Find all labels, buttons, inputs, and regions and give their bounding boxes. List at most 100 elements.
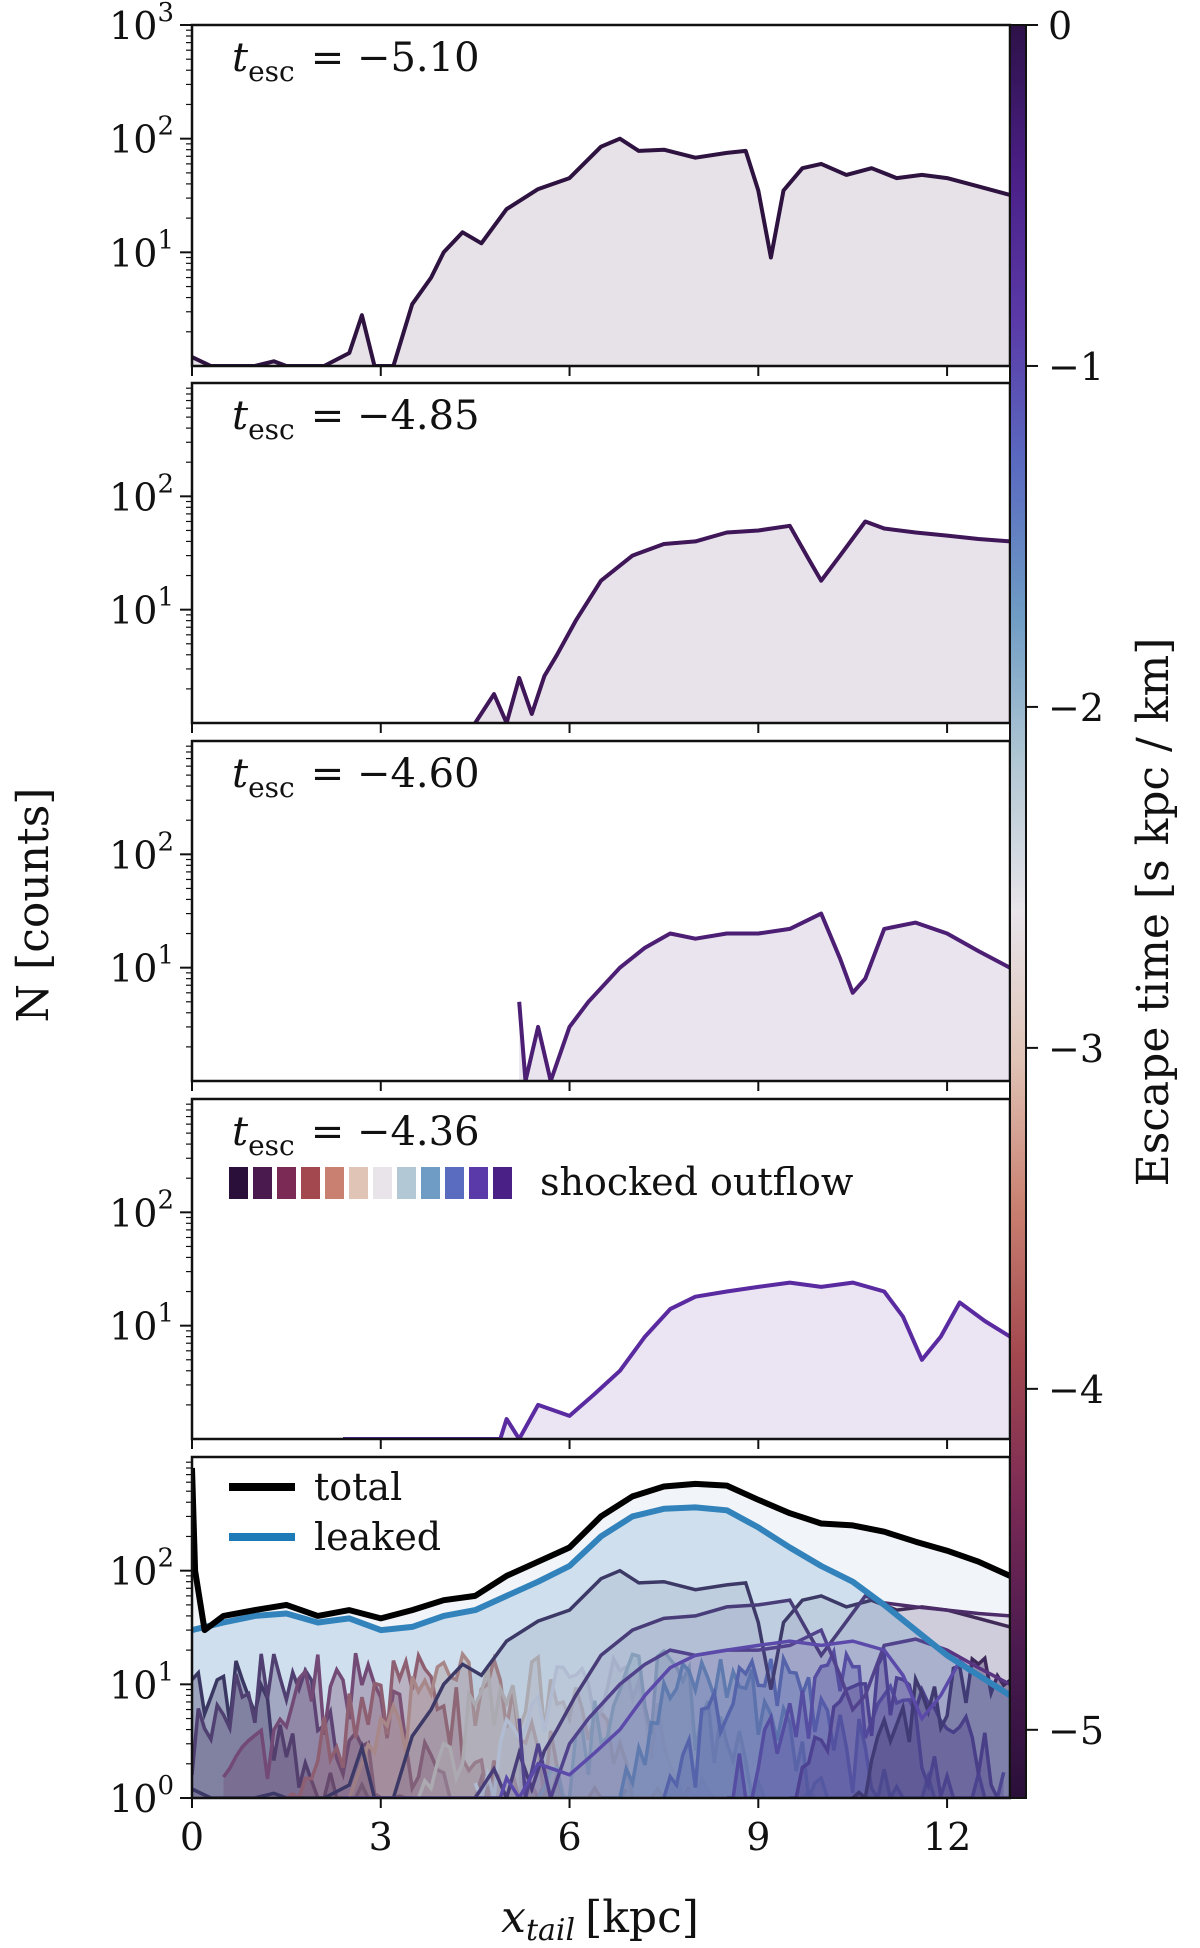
- component-line-8: [601, 1656, 878, 1798]
- bottom-xtick-label-3: 9: [746, 1815, 770, 1859]
- legend-label-leaked: leaked: [314, 1515, 441, 1559]
- series-line-total: [192, 1467, 1010, 1634]
- panel-0-ytick-exp-2: 1: [157, 225, 174, 255]
- component-line-10: [726, 1645, 1006, 1798]
- component-line-12: [851, 1654, 1010, 1798]
- component-area-12: [852, 1658, 1010, 1798]
- colorbar: 0 −1 −2 −3 −4 −5 Escape time [s kpc / km]: [1009, 4, 1179, 1799]
- panel-0-ytick-exp-0: 3: [157, 0, 174, 28]
- component-line-1: [192, 1653, 432, 1798]
- bottom-xtick-label-1: 3: [369, 1815, 393, 1859]
- panel-2-ytick-exp-0: 2: [157, 827, 174, 857]
- panel-0-ytick-label-2: 101: [109, 225, 174, 275]
- shocked-outflow-swatch-11: [493, 1167, 512, 1199]
- bottom-ytick-base-1: 10: [109, 1663, 157, 1707]
- tesc-value: = −4.60: [311, 751, 480, 797]
- panel-2-ytick-base-0: 10: [109, 833, 157, 877]
- shocked-outflow-swatch-8: [421, 1167, 440, 1199]
- panel-3-tesc-label: tesc = −4.36: [232, 1109, 480, 1162]
- panel-0-ytick-exp-1: 2: [157, 112, 174, 142]
- colorbar-tick-label-4: −4: [1048, 1368, 1104, 1412]
- bottom-ytick-base-0: 10: [109, 1550, 157, 1594]
- component-area-2: [223, 1653, 501, 1798]
- panel-3-ytick-exp-0: 2: [157, 1185, 174, 1215]
- component-line-7: [536, 1648, 817, 1798]
- panel-1-tesc-label: tesc = −4.85: [232, 393, 480, 446]
- panel-3-ytick-base-1: 10: [109, 1305, 157, 1349]
- tesc-symbol: t: [232, 1109, 249, 1155]
- panel-2-ytick-label-1: 101: [109, 941, 174, 991]
- bottom-ytick-base-2: 10: [109, 1777, 157, 1821]
- panel-1-ytick-base-0: 10: [109, 475, 157, 519]
- bottom-plot: [192, 1467, 1010, 1798]
- panel-0-ytick-label-1: 102: [109, 112, 174, 162]
- series-area-total: [192, 1468, 1010, 1798]
- shocked-outflow-swatch-5: [349, 1167, 368, 1199]
- panel-2-ytick-base-1: 10: [109, 947, 157, 991]
- panel-1-ytick-exp-0: 2: [157, 469, 174, 499]
- colorbar-tick-label-1: −1: [1048, 345, 1104, 389]
- panel-2-area: [519, 913, 1010, 1081]
- component-area-8: [601, 1659, 878, 1798]
- shocked-outflow-swatch-7: [397, 1167, 416, 1199]
- shocked-outflow-swatch-0: [229, 1167, 248, 1199]
- panel-3-ytick-exp-1: 1: [157, 1299, 174, 1329]
- x-axis-label-main: x: [501, 1892, 526, 1943]
- panel-1-ytick-label-1: 101: [109, 583, 174, 633]
- bottom-ytick-exp-2: 0: [157, 1771, 174, 1801]
- panel-1-line: [473, 519, 1010, 723]
- panel-3-ytick-label-1: 101: [109, 1299, 174, 1349]
- shocked-outflow-label: shocked outflow: [540, 1160, 854, 1204]
- tesc-symbol: t: [232, 751, 249, 797]
- component-line-11: [789, 1647, 1010, 1798]
- shocked-outflow-swatch-6: [373, 1167, 392, 1199]
- bottom-ytick-exp-0: 2: [157, 1544, 174, 1574]
- component-area-4: [349, 1654, 627, 1798]
- colorbar-tick-label-0: 0: [1048, 4, 1072, 48]
- panel-0-ytick-base-2: 10: [109, 231, 157, 275]
- colorbar-label: Escape time [s kpc / km]: [1128, 638, 1179, 1187]
- panel-2-line: [517, 911, 1010, 1081]
- bottom-ytick-exp-1: 1: [157, 1657, 174, 1687]
- colorbar-tick-label-5: −5: [1048, 1709, 1104, 1753]
- panel-1-ytick-base-1: 10: [109, 589, 157, 633]
- bottom-xtick-label-4: 12: [923, 1815, 971, 1859]
- bottom-ytick-label-2: 100: [109, 1771, 174, 1821]
- component-area-9: [663, 1658, 941, 1798]
- colorbar-tick-label-3: −3: [1048, 1027, 1104, 1071]
- tesc-symbol: t: [232, 35, 249, 81]
- component-area-11: [789, 1653, 1010, 1798]
- tesc-subscript: esc: [248, 771, 295, 804]
- colorbar-tick-label-2: −2: [1048, 686, 1104, 730]
- shocked-outflow-swatch-10: [469, 1167, 488, 1199]
- tesc-symbol: t: [232, 393, 249, 439]
- panel-3-ytick-base-0: 10: [109, 1191, 157, 1235]
- series-area-leaked: [192, 1507, 1010, 1798]
- panel-0-ytick-base-0: 10: [109, 4, 157, 48]
- legend-label-total: total: [314, 1465, 402, 1509]
- bottom-panel-series-area-3: [343, 1641, 1010, 1798]
- tesc-value: = −4.85: [311, 393, 480, 439]
- shocked-outflow-swatch-1: [253, 1167, 272, 1199]
- series-line-leaked: [192, 1504, 1010, 1698]
- component-area-1: [192, 1653, 432, 1798]
- bottom-panel-series-area-2: [519, 1630, 1010, 1798]
- bottom-ytick-label-1: 101: [109, 1657, 174, 1707]
- bottom-panel-series-line-3: [343, 1639, 1010, 1798]
- colorbar-bar: [1009, 24, 1027, 1799]
- bottom-panel-series-line-0: [192, 1568, 1010, 1798]
- component-line-2: [222, 1652, 501, 1798]
- shocked-outflow-swatch-4: [325, 1167, 344, 1199]
- panel-plot-2: [517, 911, 1010, 1081]
- panel-1-ytick-exp-1: 1: [157, 583, 174, 613]
- component-line-4: [347, 1650, 628, 1798]
- panel-3-area: [343, 1282, 1010, 1439]
- panel-plot-1: [473, 519, 1010, 723]
- panel-0-ytick-label-0: 103: [109, 0, 174, 48]
- shocked-outflow-swatch-3: [301, 1167, 320, 1199]
- panel-3-line: [343, 1280, 1010, 1439]
